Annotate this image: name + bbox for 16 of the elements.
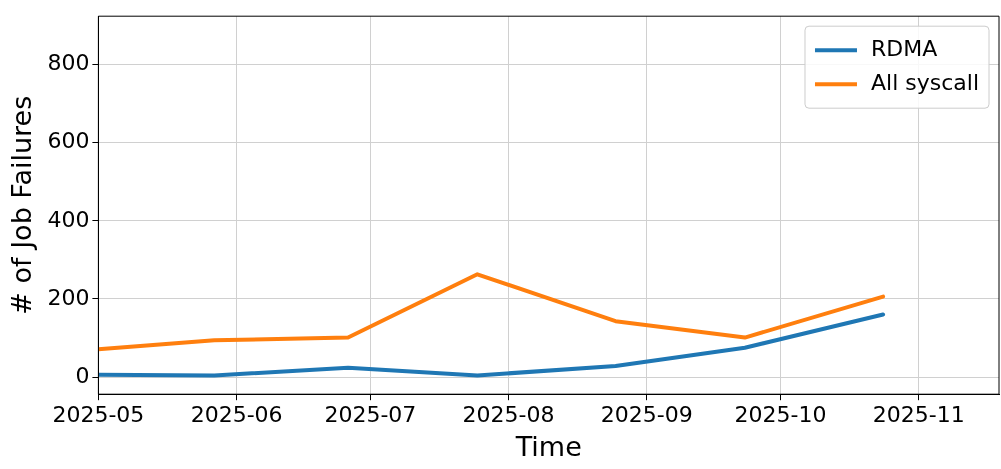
y-axis-title: # of Job Failures (6, 95, 38, 315)
x-tick-label: 2025-11 (872, 402, 965, 428)
x-tick-label: 2025-08 (462, 402, 555, 428)
y-tick-label: 600 (47, 128, 90, 154)
x-tick-label: 2025-07 (324, 402, 417, 428)
legend-label: All syscall (870, 69, 979, 95)
x-tick-label: 2025-05 (52, 402, 145, 428)
legend-label: RDMA (870, 35, 938, 61)
y-tick-label: 800 (47, 50, 90, 76)
x-tick-label: 2025-06 (190, 402, 283, 428)
x-axis-title: Time (514, 430, 582, 462)
y-tick-label: 400 (47, 206, 90, 232)
y-tick-label: 0 (75, 362, 90, 388)
y-tick-label: 200 (47, 284, 90, 310)
x-tick-label: 2025-10 (734, 402, 827, 428)
x-tick-label: 2025-09 (600, 402, 693, 428)
